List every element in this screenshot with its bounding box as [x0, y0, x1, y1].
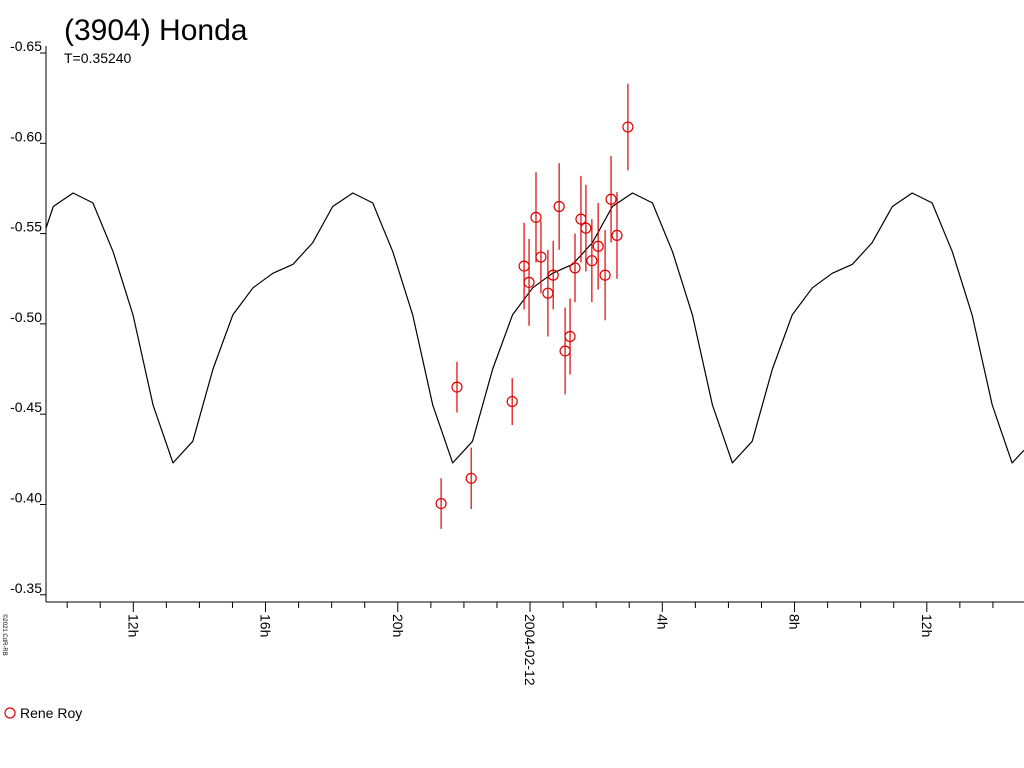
data-point — [451, 381, 463, 393]
chart-title: (3904) Honda — [64, 14, 248, 47]
data-point — [569, 262, 581, 274]
x-tick-label: 8h — [787, 614, 803, 630]
data-point — [564, 330, 576, 343]
x-tick-label: 12h — [125, 614, 141, 637]
data-point — [599, 269, 611, 281]
data-point — [530, 211, 542, 223]
legend-marker — [4, 707, 16, 719]
data-point — [435, 497, 447, 510]
y-tick-label: -0.60 — [10, 128, 42, 144]
data-point — [506, 395, 518, 408]
data-point — [605, 193, 617, 205]
y-tick-label: -0.65 — [10, 38, 42, 54]
data-point — [611, 229, 623, 241]
y-tick-label: -0.50 — [10, 309, 42, 325]
data-point — [580, 222, 592, 234]
data-point — [553, 200, 565, 213]
data-point — [523, 276, 535, 288]
y-tick-label: -0.40 — [10, 489, 42, 505]
x-tick-label: 2004-02-12 — [522, 614, 538, 686]
x-tick-label: 16h — [258, 614, 274, 637]
x-tick-label: 12h — [919, 614, 935, 637]
y-tick-label: -0.45 — [10, 399, 42, 415]
fit-curve — [45, 192, 1024, 464]
y-tick-label: -0.55 — [10, 219, 42, 235]
data-point — [535, 251, 547, 263]
data-point — [592, 240, 604, 252]
chart-subtitle: T=0.35240 — [64, 50, 132, 66]
data-point — [586, 255, 598, 267]
x-tick-label: 20h — [390, 614, 406, 637]
credit: ©2021 CdR-RB — [1, 614, 8, 656]
data-point — [622, 121, 634, 133]
legend-label: Rene Roy — [20, 705, 82, 721]
x-tick-label: 4h — [654, 614, 670, 630]
y-tick-label: -0.35 — [10, 580, 42, 596]
data-point — [547, 269, 559, 281]
data-point — [465, 472, 477, 484]
